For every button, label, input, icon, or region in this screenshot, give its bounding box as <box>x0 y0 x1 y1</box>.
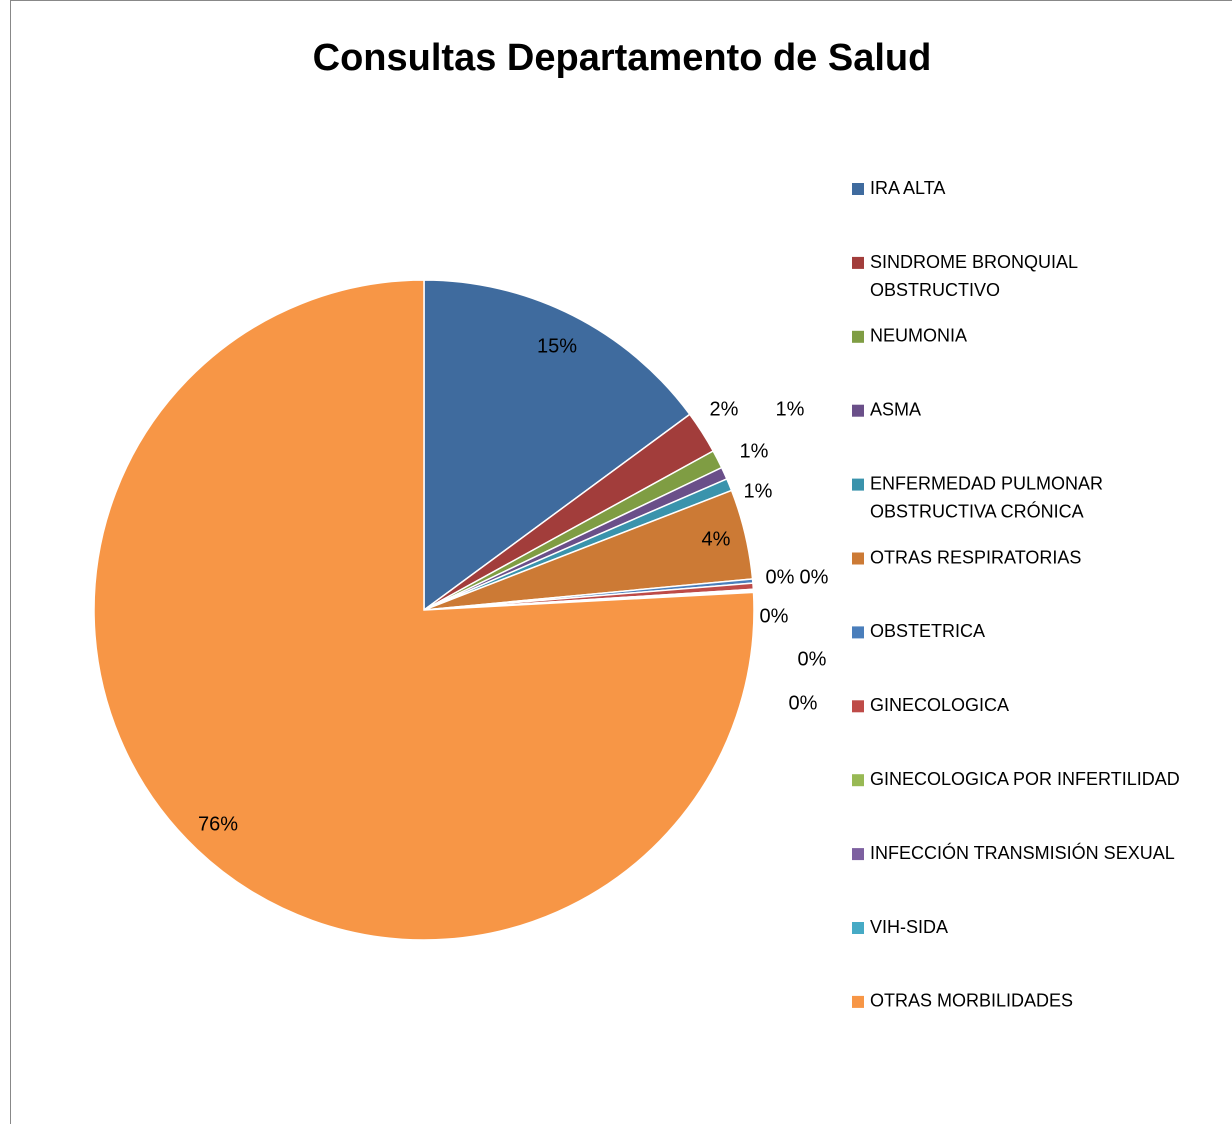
chart-title: Consultas Departamento de Salud <box>313 37 932 79</box>
legend-marker <box>852 183 864 195</box>
legend-label: GINECOLOGICA POR INFERTILIDAD <box>870 769 1180 789</box>
legend-marker <box>852 848 864 860</box>
legend-marker <box>852 405 864 417</box>
data-label: 0% <box>800 566 829 588</box>
legend-label: OTRAS MORBILIDADES <box>870 991 1073 1011</box>
data-label: 1% <box>744 480 773 502</box>
data-label: 0% <box>798 648 827 670</box>
data-label: 0% <box>760 605 789 627</box>
legend-marker <box>852 922 864 934</box>
legend-label: OTRAS RESPIRATORIAS <box>870 547 1081 567</box>
legend-marker <box>852 774 864 786</box>
legend-label: IRA ALTA <box>870 178 945 198</box>
data-label: 0% <box>766 566 795 588</box>
legend-label: VIH-SIDA <box>870 917 948 937</box>
legend-label: INFECCIÓN TRANSMISIÓN SEXUAL <box>870 842 1175 863</box>
data-label: 2% <box>710 398 739 420</box>
data-label: 76% <box>198 813 238 835</box>
legend-marker <box>852 331 864 343</box>
legend-marker <box>852 553 864 565</box>
legend-label: ASMA <box>870 399 921 419</box>
legend-marker <box>852 996 864 1008</box>
legend-label: OBSTETRICA <box>870 621 985 641</box>
legend-marker <box>852 626 864 638</box>
legend-label: NEUMONIA <box>870 326 967 346</box>
data-label: 0% <box>789 692 818 714</box>
legend-marker <box>852 700 864 712</box>
data-label: 1% <box>740 440 769 462</box>
data-label: 15% <box>537 335 577 357</box>
data-label: 1% <box>776 398 805 420</box>
legend-label: GINECOLOGICA <box>870 695 1009 715</box>
legend-marker <box>852 257 864 269</box>
data-label: 4% <box>702 528 731 550</box>
legend-marker <box>852 479 864 491</box>
